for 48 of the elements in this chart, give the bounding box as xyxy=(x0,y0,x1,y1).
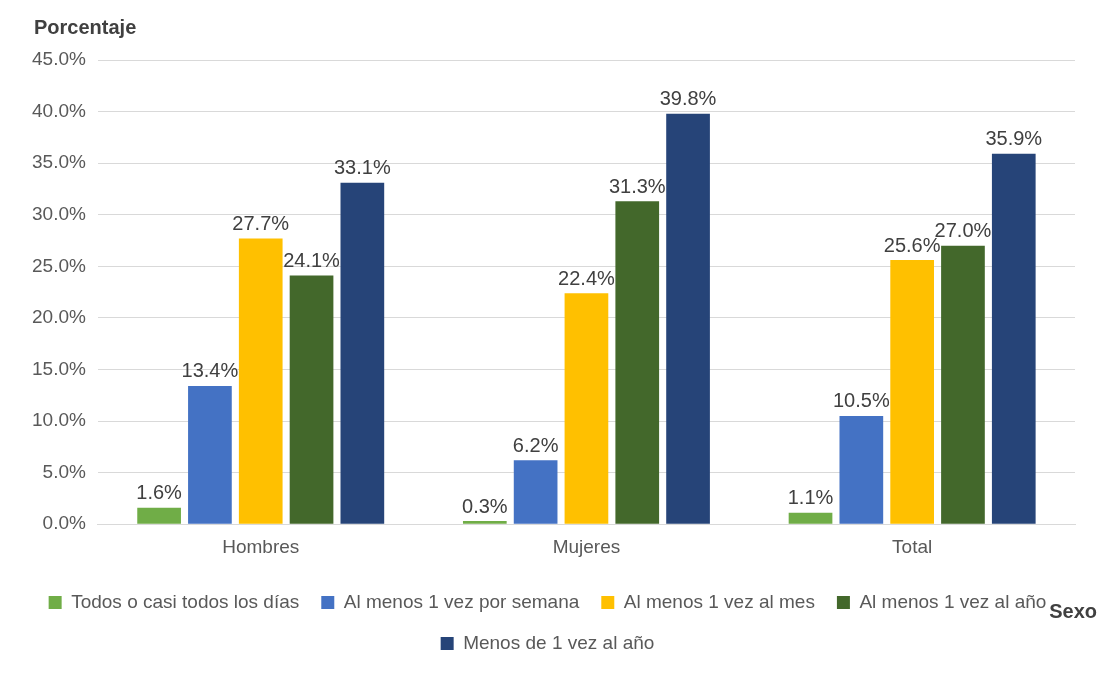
y-tick-label: 0.0% xyxy=(42,512,86,534)
bar xyxy=(839,415,884,524)
y-tick-label: 10.0% xyxy=(32,409,86,431)
y-tick-label: 20.0% xyxy=(32,306,86,328)
data-label: 10.5% xyxy=(832,389,890,412)
bar xyxy=(137,507,181,524)
data-label: 1.1% xyxy=(787,486,834,509)
bar xyxy=(238,238,283,524)
bar xyxy=(788,512,833,524)
bar xyxy=(991,153,1036,524)
legend-label: Menos de 1 vez al año xyxy=(463,631,655,653)
data-label: 1.6% xyxy=(136,481,183,504)
y-tick-label: 30.0% xyxy=(32,202,86,224)
data-label: 22.4% xyxy=(558,266,615,289)
data-label: 6.2% xyxy=(512,433,559,456)
legend-label: Al menos 1 vez por semana xyxy=(343,590,580,612)
bar xyxy=(188,385,232,524)
data-label: 27.7% xyxy=(232,211,290,234)
y-tick-label: 5.0% xyxy=(42,460,86,482)
legend-label: Todos o casi todos los días xyxy=(71,590,300,612)
legend-label: Al menos 1 vez al mes xyxy=(623,590,815,612)
bar xyxy=(941,245,985,524)
y-tick-label: 40.0% xyxy=(32,99,86,121)
bar xyxy=(890,260,934,524)
data-label: 39.8% xyxy=(659,87,717,110)
data-label: 31.3% xyxy=(608,174,666,197)
x-axis-title: Sexo xyxy=(1049,599,1097,622)
bar xyxy=(513,460,558,524)
x-tick-label: Mujeres xyxy=(552,535,621,557)
y-tick-label: 35.0% xyxy=(32,151,86,173)
bar xyxy=(666,113,710,524)
y-tick-label: 45.0% xyxy=(32,48,86,70)
bar xyxy=(564,293,609,524)
y-tick-label: 15.0% xyxy=(32,357,86,379)
data-label: 0.3% xyxy=(462,494,508,517)
legend-label: Al menos 1 vez al año xyxy=(859,590,1047,612)
bar xyxy=(289,275,334,524)
bar xyxy=(340,182,385,524)
y-axis-title: Porcentaje xyxy=(34,15,137,38)
bar xyxy=(615,201,660,524)
data-label: 33.1% xyxy=(333,156,391,179)
data-label: 35.9% xyxy=(985,127,1043,150)
x-tick-label: Hombres xyxy=(222,535,300,557)
y-tick-label: 25.0% xyxy=(32,254,86,276)
data-label: 13.4% xyxy=(181,359,239,382)
x-tick-label: Total xyxy=(892,535,933,557)
bar xyxy=(462,521,507,524)
data-label: 24.1% xyxy=(283,249,341,272)
